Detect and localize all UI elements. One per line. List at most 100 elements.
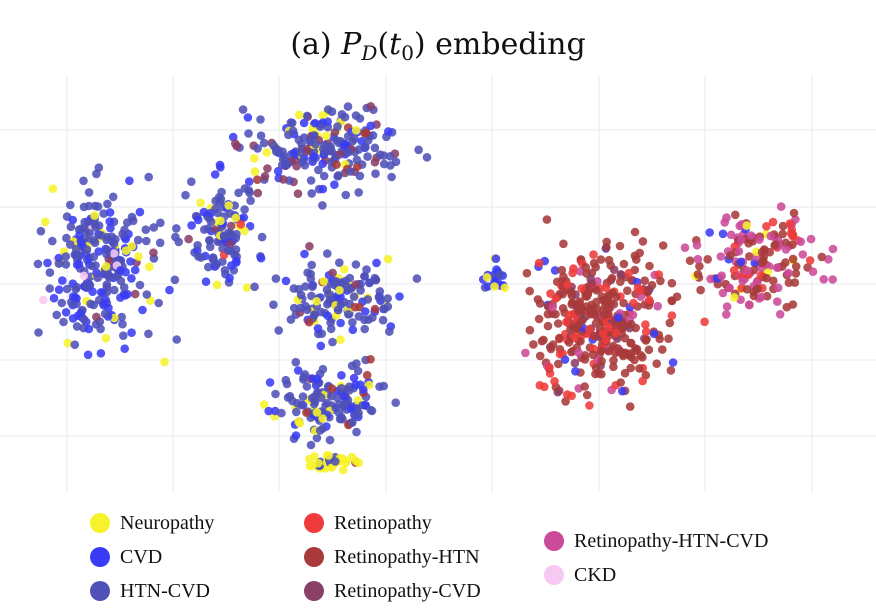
scatter-point-retinopathy-htn-1350	[791, 269, 801, 278]
scatter-point-neuropathy-927	[313, 458, 323, 468]
scatter-point-htn-cvd-116	[142, 290, 152, 299]
scatter-point-retinopathy-htn-1431	[781, 238, 790, 248]
scatter-point-retinopathy-htn-1254	[571, 323, 580, 333]
scatter-point-retinopathy-htn-1477	[693, 270, 703, 279]
scatter-point-cvd-237	[126, 257, 135, 266]
scatter-point-htn-cvd-557	[333, 122, 342, 131]
scatter-point-htn-cvd-428	[244, 129, 253, 138]
scatter-point-neuropathy-579	[351, 126, 361, 135]
scatter-point-htn-cvd-544	[305, 137, 315, 147]
scatter-point-neuropathy-446	[322, 131, 331, 141]
scatter-point-htn-cvd-489	[370, 143, 380, 153]
scatter-point-cvd-721	[361, 307, 370, 316]
scatter-point-retinopathy-htn-1070	[635, 364, 644, 373]
scatter-point-cvd-1430	[705, 228, 714, 237]
scatter-point-htn-cvd-92	[117, 312, 126, 322]
scatter-point-htn-cvd-213	[93, 273, 102, 283]
scatter-point-htn-cvd-177	[80, 217, 89, 227]
scatter-point-cvd-562	[318, 184, 328, 194]
legend-item-ckd: CKD	[544, 564, 616, 586]
scatter-point-htn-cvd-140	[61, 260, 71, 269]
scatter-point-retinopathy-htn-1166	[656, 276, 665, 286]
scatter-point-htn-cvd-261	[204, 262, 213, 272]
scatter-point-htn-cvd-876	[337, 384, 346, 393]
scatter-point-neuropathy-1498	[490, 282, 499, 291]
scatter-point-htn-cvd-222	[102, 249, 111, 259]
scatter-point-htn-cvd-258	[45, 268, 55, 277]
scatter-point-htn-cvd-507	[306, 176, 316, 185]
scatter-point-htn-cvd-240	[59, 317, 68, 327]
scatter-point-retinopathy-htn-1138	[591, 363, 601, 373]
scatter-point-htn-cvd-708	[286, 315, 296, 324]
scatter-point-neuropathy-386	[262, 148, 272, 157]
scatter-point-retinopathy-htn-1195	[638, 353, 647, 362]
scatter-point-retinopathy-htn-1475	[752, 285, 761, 294]
scatter-point-htn-cvd-691	[368, 313, 377, 322]
scatter-point-neuropathy-848	[312, 408, 322, 417]
scatter-point-retinopathy-htn-1194	[597, 292, 607, 301]
scatter-point-retinopathy-htn-cvd-1409	[808, 267, 818, 277]
scatter-point-cvd-314	[244, 177, 254, 186]
scatter-point-retinopathy-htn-cvd-1333	[722, 213, 731, 222]
scatter-point-retinopathy-htn-1417	[789, 208, 799, 218]
scatter-point-cvd-86	[127, 274, 136, 283]
scatter-point-neuropathy-162	[41, 217, 50, 227]
scatter-point-neuropathy-924	[354, 458, 364, 468]
scatter-point-cvd-567	[318, 159, 328, 168]
scatter-point-neuropathy-242	[127, 242, 137, 251]
scatter-point-retinopathy-htn-534	[360, 129, 370, 138]
scatter-point-retinopathy-htn-1142	[597, 369, 606, 379]
scatter-point-retinopathy-cvd-302	[226, 221, 236, 231]
scatter-point-htn-cvd-131	[135, 280, 145, 290]
scatter-point-cvd-112	[54, 285, 64, 295]
scatter-point-htn-cvd-884	[348, 418, 357, 427]
scatter-point-retinopathy-htn-1332	[788, 300, 798, 309]
scatter-point-retinopathy-1267	[540, 382, 549, 392]
scatter-point-htn-cvd-256	[62, 284, 72, 294]
scatter-point-retinopathy-htn-cvd-1473	[692, 240, 702, 250]
scatter-point-retinopathy-htn-861	[302, 408, 311, 417]
scatter-point-cvd-208	[96, 349, 106, 358]
scatter-point-retinopathy-1262	[599, 329, 608, 338]
scatter-point-retinopathy-htn-cvd-1012	[521, 348, 530, 358]
scatter-point-retinopathy-1057	[569, 264, 578, 273]
scatter-point-htn-cvd-123	[155, 238, 165, 248]
legend-label-cvd: CVD	[120, 546, 162, 568]
scatter-point-htn-cvd-130	[66, 240, 75, 249]
scatter-point-neuropathy-865	[294, 417, 303, 426]
scatter-point-retinopathy-htn-1022	[542, 215, 552, 224]
scatter-point-htn-cvd-601	[335, 258, 344, 268]
scatter-point-retinopathy-htn-944	[620, 368, 630, 378]
scatter-point-htn-cvd-1496	[495, 270, 505, 280]
scatter-point-retinopathy-cvd-360	[184, 234, 193, 244]
scatter-point-retinopathy-htn-1314	[703, 254, 712, 264]
scatter-point-htn-cvd-128	[103, 199, 112, 209]
scatter-point-cvd-418	[228, 132, 238, 142]
scatter-point-retinopathy-htn-1453	[749, 265, 759, 275]
scatter-point-retinopathy-htn-1168	[576, 305, 585, 314]
scatter-point-cvd-28	[138, 305, 147, 315]
scatter-point-htn-cvd-253	[118, 229, 127, 239]
scatter-point-retinopathy-htn-cvd-1433	[745, 300, 754, 310]
scatter-point-cvd-10	[58, 276, 67, 285]
scatter-point-retinopathy-htn-1083	[635, 248, 644, 258]
scatter-point-neuropathy-394	[249, 154, 259, 163]
scatter-point-htn-cvd-419	[414, 145, 423, 155]
scatter-point-htn-cvd-553	[363, 136, 373, 145]
scatter-point-retinopathy-htn-cvd-1452	[828, 275, 837, 284]
scatter-point-htn-cvd-164	[34, 328, 43, 337]
scatter-point-htn-cvd-555	[375, 150, 385, 159]
scatter-point-retinopathy-1465	[788, 231, 797, 241]
scatter-point-retinopathy-cvd-114	[130, 289, 140, 299]
scatter-point-htn-cvd-466	[354, 188, 364, 197]
scatter-point-retinopathy-htn-1467	[726, 251, 735, 260]
scatter-point-neuropathy-713	[312, 297, 321, 306]
scatter-point-cvd-680	[348, 325, 358, 335]
legend-item-retinopathy-cvd: Retinopathy-CVD	[304, 580, 481, 602]
scatter-point-retinopathy-1249	[624, 268, 634, 278]
scatter-point-htn-cvd-349	[205, 242, 215, 252]
scatter-point-retinopathy-htn-1288	[604, 292, 613, 301]
scatter-point-htn-cvd-864	[337, 412, 346, 422]
scatter-point-cvd-153	[61, 308, 71, 317]
scatter-point-htn-cvd-723	[349, 292, 359, 302]
